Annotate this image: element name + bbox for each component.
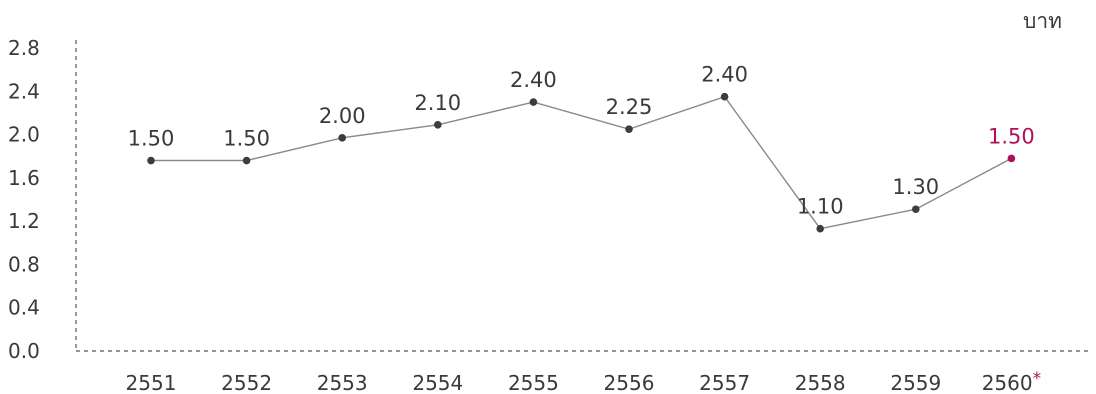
data-point	[625, 125, 633, 133]
y-tick-label: 0.0	[8, 339, 40, 363]
data-point	[338, 134, 347, 142]
x-tick-label: 2552	[221, 371, 272, 394]
x-tick-label: 2557	[699, 371, 750, 394]
axes	[75, 40, 1092, 352]
series-line	[151, 95, 1012, 230]
data-label: 2.40	[510, 68, 557, 92]
data-points	[147, 92, 1016, 233]
data-label: 1.50	[988, 124, 1035, 148]
x-tick-label: 2559	[890, 371, 941, 394]
x-axis-ticks: 2551 2552 2553 2554 2555 2556 2557 2558 2559 2560…	[126, 369, 1042, 394]
series-line-group	[151, 95, 1012, 230]
data-label: 2.40	[701, 63, 748, 87]
data-label: 2.00	[319, 104, 366, 128]
x-tick-mark: *	[1033, 369, 1042, 389]
data-label: 2.25	[606, 95, 653, 119]
data-label: 1.50	[223, 127, 270, 151]
data-point	[912, 205, 920, 214]
data-point	[529, 98, 538, 106]
x-tick-label: 2554	[412, 371, 463, 394]
data-label: 1.30	[892, 175, 939, 199]
y-tick-label: 2.0	[8, 123, 40, 147]
y-tick-label: 1.2	[8, 209, 40, 233]
data-point	[1007, 154, 1016, 163]
y-unit-label: บาท	[1023, 9, 1062, 33]
y-axis-ticks: 0.0 0.4 0.8 1.2 1.6 2.0 2.4 2.8	[8, 36, 40, 363]
data-point	[147, 156, 155, 165]
data-point	[816, 224, 824, 233]
x-tick-label: 2560*	[982, 369, 1041, 394]
y-tick-label: 0.8	[8, 252, 40, 276]
x-tick-label: 2555	[508, 371, 559, 394]
data-point	[720, 92, 729, 101]
data-labels: 1.50 1.50 2.00 2.10 2.40 2.25 2.40 1.10 1.30 1.50	[128, 63, 1035, 219]
x-tick-label: 2556	[604, 371, 655, 394]
data-point	[434, 121, 442, 129]
y-tick-label: 2.8	[8, 36, 40, 60]
y-tick-label: 0.4	[8, 296, 40, 320]
y-tick-label: 2.4	[8, 79, 40, 103]
data-point	[242, 156, 251, 165]
x-tick-label: 2558	[795, 371, 846, 394]
y-tick-label: 1.6	[8, 166, 40, 190]
data-label: 2.10	[414, 91, 461, 115]
data-label: 1.10	[797, 195, 844, 219]
x-tick-label: 2551	[126, 371, 177, 394]
data-label: 1.50	[128, 127, 175, 151]
x-tick-label: 2553	[317, 371, 368, 394]
